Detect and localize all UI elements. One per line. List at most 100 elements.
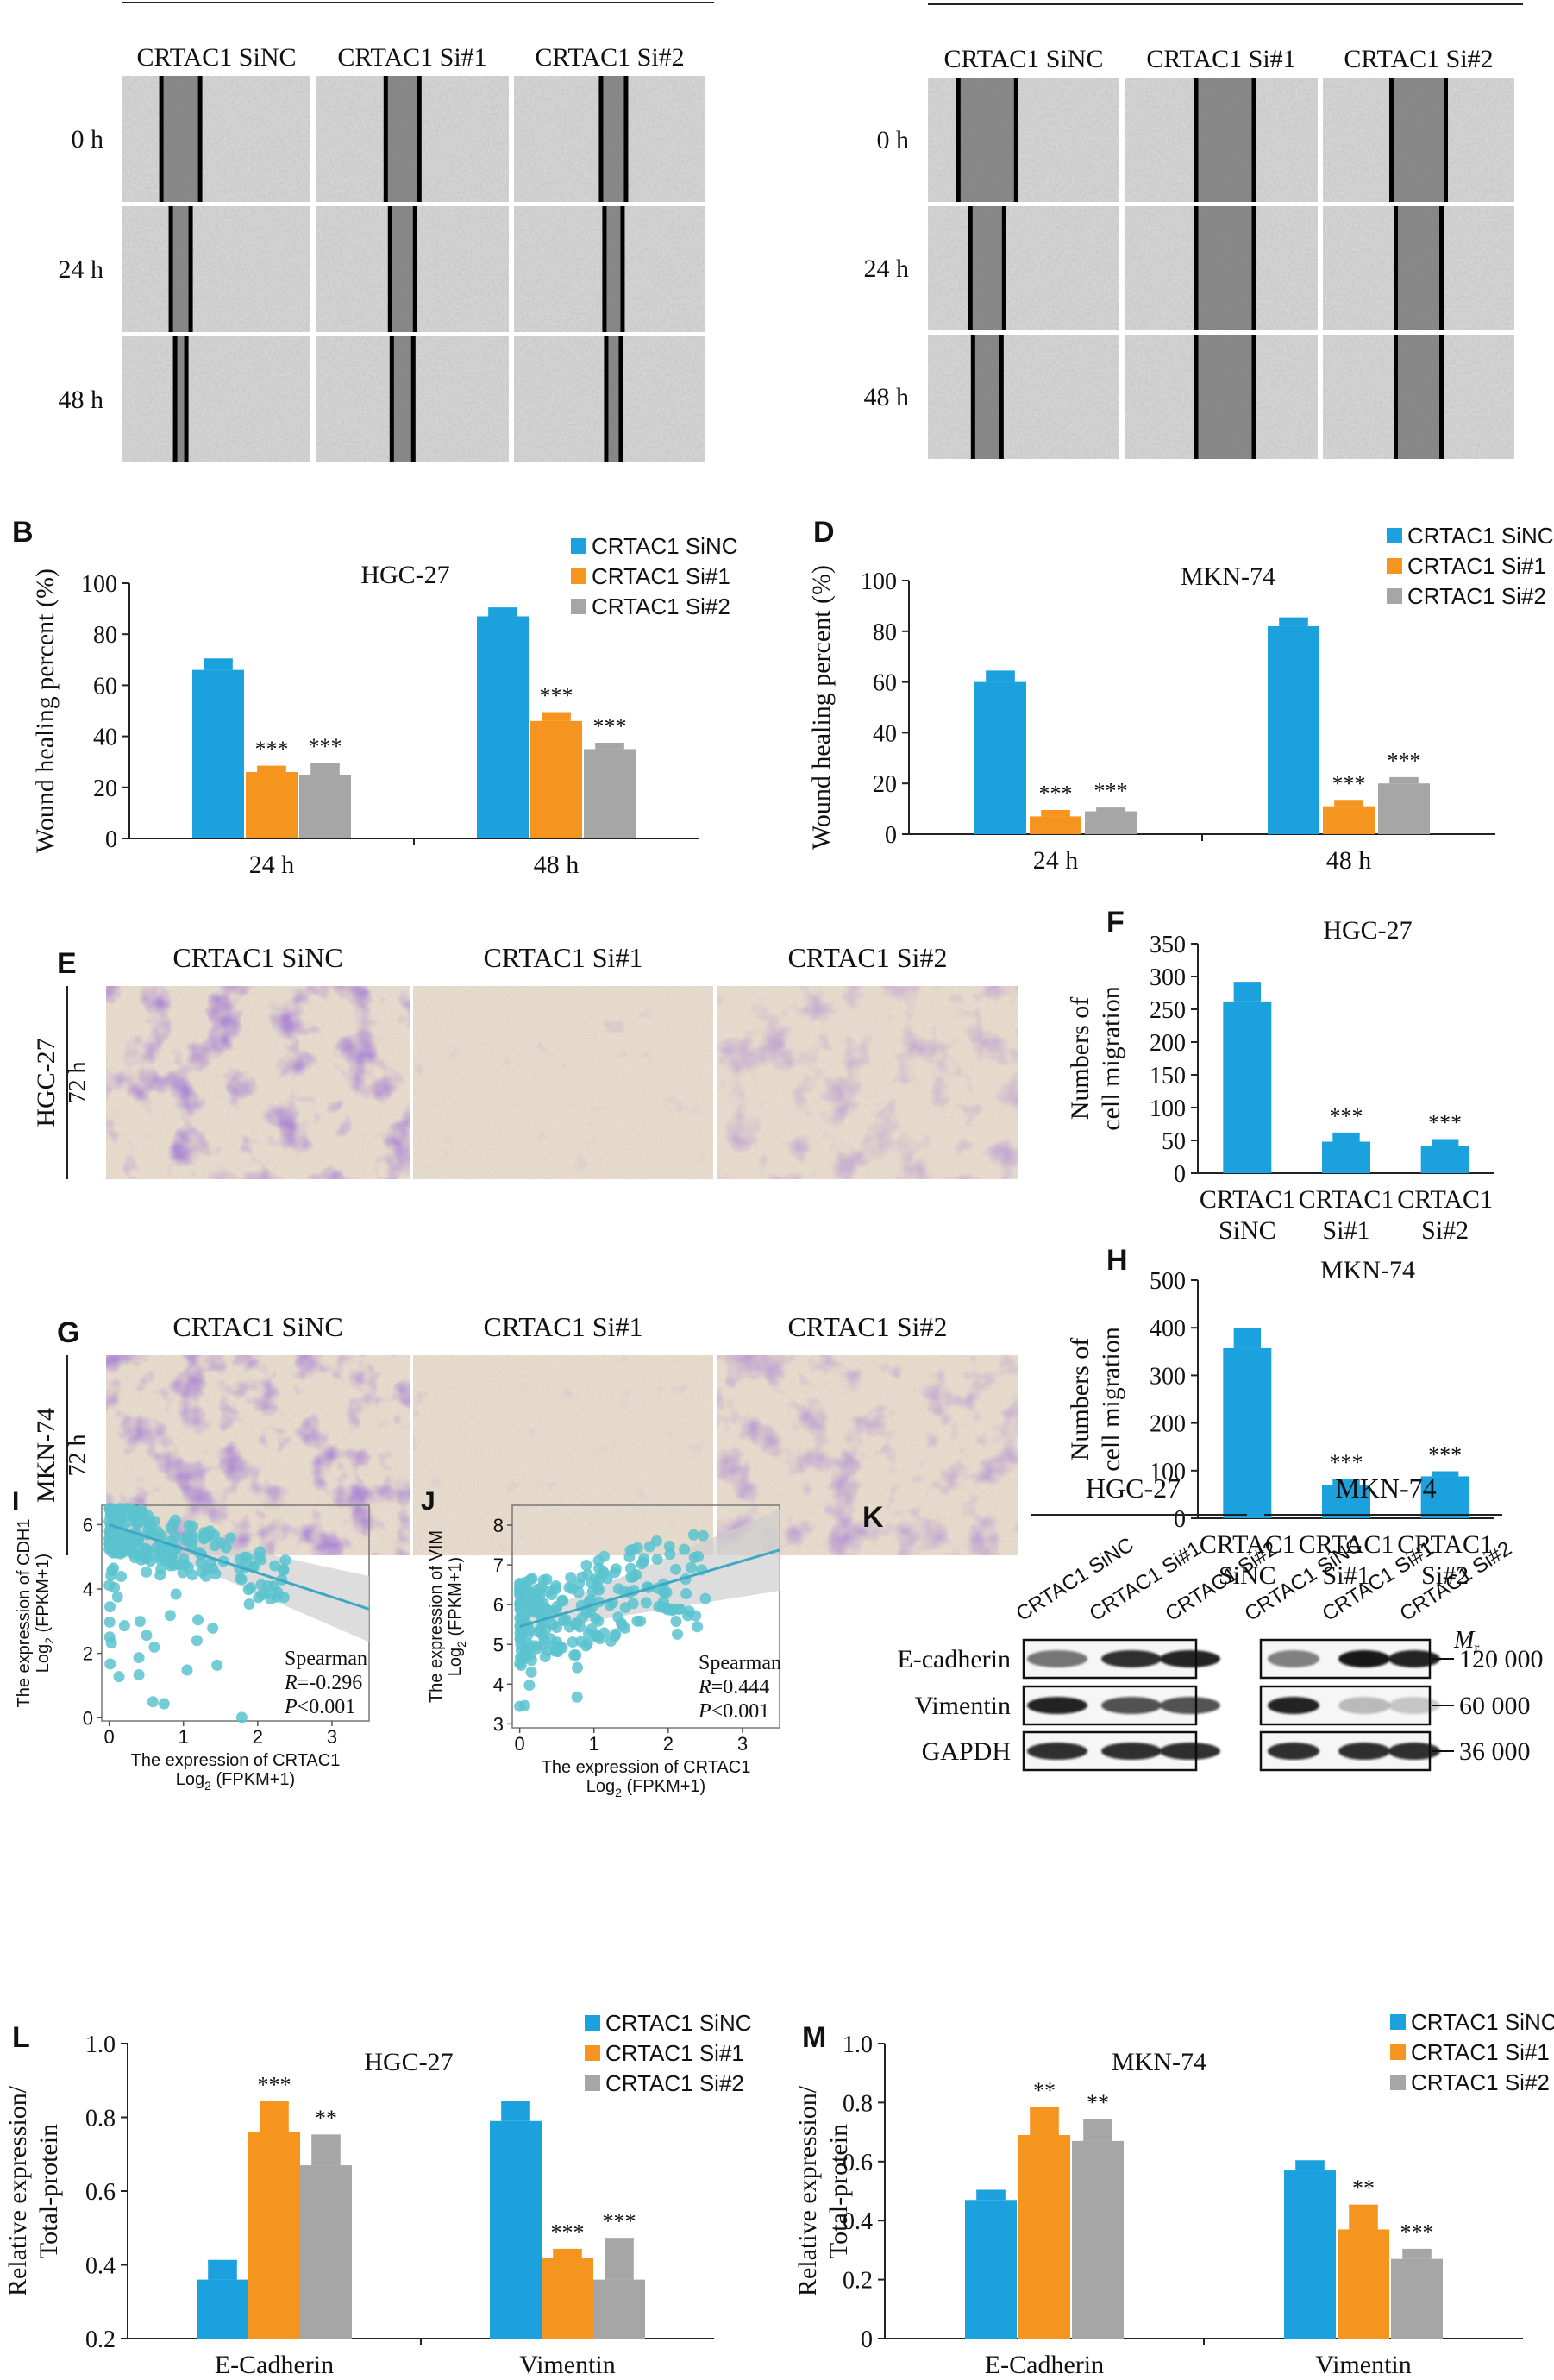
time-label: 72 h xyxy=(65,1435,91,1477)
data-point xyxy=(278,1563,290,1575)
wound-edge xyxy=(1251,335,1256,459)
wound-edge xyxy=(1389,78,1394,202)
data-point xyxy=(192,1614,204,1626)
wound-edge xyxy=(602,206,607,332)
y-tick-label: 250 xyxy=(1150,997,1186,1024)
y-tick-label: 1.0 xyxy=(843,2031,873,2058)
error-bar xyxy=(1233,1328,1262,1348)
x-tick-label: Si#2 xyxy=(1421,1216,1469,1245)
panel-letter: G xyxy=(57,1316,79,1349)
x-tick-label: 24 h xyxy=(249,851,295,879)
wound-gap xyxy=(162,76,199,202)
microscopy-texture xyxy=(928,335,1119,459)
wound-gap xyxy=(391,206,414,332)
y-tick-label: 200 xyxy=(1150,1411,1186,1438)
y-axis-label: Log2 (FPKM+1) xyxy=(34,1554,56,1673)
bar xyxy=(1420,1476,1469,1518)
data-point xyxy=(154,1569,166,1581)
y-tick-label: 0 xyxy=(1174,1506,1186,1533)
wound-edge xyxy=(956,78,961,202)
y-tick-label: 0.4 xyxy=(843,2208,873,2235)
data-point xyxy=(207,1622,219,1634)
x-tick-label: Si#2 xyxy=(1421,1561,1469,1590)
y-tick-label: 2 xyxy=(83,1643,93,1665)
data-point xyxy=(688,1551,700,1563)
data-point xyxy=(612,1611,624,1623)
legend-swatch xyxy=(1390,2075,1406,2090)
y-tick-label: 300 xyxy=(1150,1363,1186,1390)
y-tick-label: 6 xyxy=(83,1514,93,1535)
data-point xyxy=(141,1630,153,1642)
panel-letter: E xyxy=(57,947,77,980)
x-tick-label: 48 h xyxy=(534,851,580,879)
bar xyxy=(1018,2135,1070,2339)
chart-title: HGC-27 xyxy=(364,2048,453,2076)
row-label: 0 h xyxy=(72,125,104,154)
error-bar xyxy=(310,764,340,775)
data-point xyxy=(687,1529,699,1541)
significance-mark: *** xyxy=(603,2209,636,2234)
legend-swatch xyxy=(571,599,586,614)
x-tick-label: Vimentin xyxy=(1315,2351,1412,2379)
data-point xyxy=(598,1550,611,1562)
protein-band xyxy=(1101,1697,1162,1714)
data-point xyxy=(557,1595,569,1607)
stat-p: P<0.001 xyxy=(284,1696,355,1718)
significance-mark: *** xyxy=(540,683,573,708)
significance-mark: *** xyxy=(1330,1103,1363,1128)
data-point xyxy=(143,1516,155,1528)
legend-label: CRTAC1 Si#1 xyxy=(1411,2039,1550,2065)
wound-edge xyxy=(623,76,629,202)
data-point xyxy=(580,1559,592,1571)
data-point xyxy=(133,1668,145,1680)
error-bar xyxy=(553,2250,582,2258)
data-point xyxy=(533,1594,545,1606)
wound-edge xyxy=(618,336,623,462)
protein-band xyxy=(1160,1697,1220,1714)
wound-edge xyxy=(159,76,164,202)
x-tick-label: SiNC xyxy=(1219,1216,1276,1245)
wound-gap xyxy=(602,76,625,202)
y-tick-label: 100 xyxy=(1150,1459,1186,1485)
data-point xyxy=(679,1543,691,1555)
protein-band xyxy=(1388,1650,1440,1667)
y-tick-label: 7 xyxy=(493,1554,504,1576)
stained-cells xyxy=(717,986,1018,1179)
data-point xyxy=(549,1579,561,1592)
y-tick-label: 150 xyxy=(1150,1063,1186,1090)
significance-mark: *** xyxy=(1428,1442,1462,1467)
data-point xyxy=(531,1642,543,1655)
stat-r: R=0.444 xyxy=(698,1676,769,1699)
protein-band xyxy=(1268,1650,1319,1667)
x-tick-label: 2 xyxy=(663,1733,674,1755)
y-axis-label: The expression of CDH1 xyxy=(15,1519,34,1708)
data-point xyxy=(170,1588,182,1600)
y-axis-label: Wound healing percent (%) xyxy=(807,565,836,850)
error-bar xyxy=(605,2239,634,2280)
y-tick-label: 0.2 xyxy=(85,2327,116,2353)
wound-gap xyxy=(176,336,185,462)
data-point xyxy=(585,1594,597,1606)
error-bar xyxy=(1030,2108,1059,2136)
significance-mark: ** xyxy=(1033,2078,1056,2103)
bar xyxy=(1338,2229,1389,2339)
data-point xyxy=(529,1606,542,1618)
bar xyxy=(542,2257,593,2339)
protein-band xyxy=(1027,1743,1087,1760)
data-point xyxy=(104,1529,116,1541)
panel-letter: I xyxy=(12,1487,19,1516)
data-point xyxy=(133,1652,145,1664)
data-point xyxy=(548,1640,560,1652)
data-point xyxy=(210,1567,222,1579)
data-point xyxy=(155,1529,167,1542)
data-point xyxy=(103,1616,116,1628)
data-point xyxy=(541,1573,553,1586)
bar xyxy=(974,681,1026,834)
protein-band xyxy=(1388,1697,1440,1714)
y-tick-label: 20 xyxy=(873,771,897,798)
y-axis-label: Numbers of xyxy=(1066,1338,1094,1460)
data-point xyxy=(262,1580,274,1592)
row-label: 48 h xyxy=(59,386,104,414)
significance-mark: *** xyxy=(309,734,342,759)
